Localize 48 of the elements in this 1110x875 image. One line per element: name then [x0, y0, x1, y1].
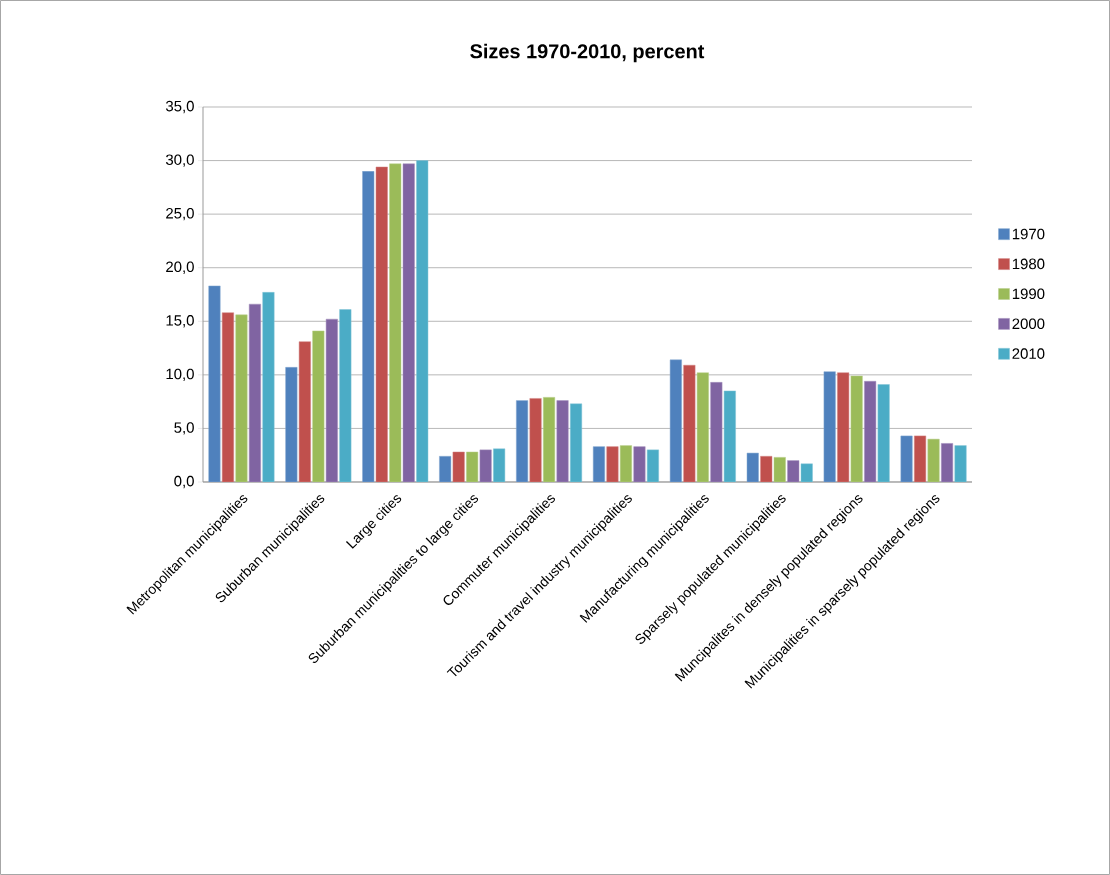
y-tick-label: 30,0 — [165, 154, 194, 167]
y-tick-label: 35,0 — [165, 100, 194, 114]
bar — [493, 448, 506, 482]
bar — [723, 390, 736, 482]
y-tick-label: 25,0 — [166, 207, 194, 221]
bar — [570, 403, 583, 482]
bar — [633, 446, 646, 482]
y-tick-label: 0,0 — [174, 475, 194, 489]
bar — [606, 446, 619, 482]
legend-label: 1990 — [1012, 288, 1045, 300]
bar — [339, 309, 352, 482]
y-tick-label: 15,0 — [166, 315, 194, 328]
y-tick-label: 20,0 — [166, 261, 194, 274]
bar — [927, 438, 940, 482]
y-tick-label: 5,0 — [174, 422, 194, 435]
bar — [746, 452, 759, 482]
bar — [543, 397, 556, 482]
chart-title: Sizes 1970-2010, percent — [470, 43, 705, 63]
bar — [262, 292, 275, 482]
bar — [823, 371, 836, 482]
bar — [416, 160, 429, 482]
bar — [466, 451, 479, 482]
bar — [439, 456, 452, 482]
y-tick-label: 10,0 — [166, 368, 194, 382]
legend-label: 2000 — [1012, 318, 1045, 330]
bar — [696, 372, 709, 482]
bar — [529, 398, 542, 482]
bar — [312, 330, 325, 482]
bar — [592, 446, 605, 482]
bar — [285, 367, 298, 482]
bar — [619, 445, 632, 482]
legend-label: 2010 — [1012, 348, 1045, 359]
bar — [516, 400, 529, 482]
bar — [900, 435, 913, 482]
bar — [850, 375, 863, 482]
bar — [208, 285, 221, 482]
bar — [556, 400, 569, 482]
bar — [800, 463, 813, 482]
bar — [954, 445, 967, 482]
bar — [235, 314, 248, 482]
bar — [646, 449, 659, 482]
legend-label: 1980 — [1012, 258, 1045, 270]
legend-label: 1970 — [1012, 228, 1045, 240]
bar — [669, 359, 682, 482]
bar — [389, 163, 402, 482]
bar — [877, 384, 890, 482]
bar — [362, 171, 375, 482]
bar — [773, 457, 786, 482]
